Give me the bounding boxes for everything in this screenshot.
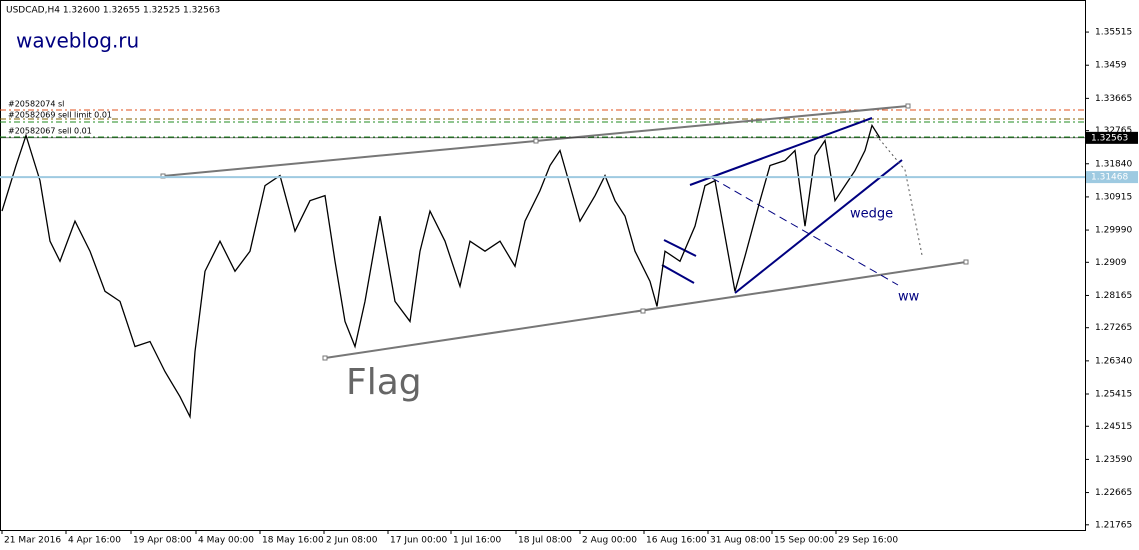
x-tick-label: 2 Jun 08:00 [326, 536, 378, 546]
x-tick-label: 21 Mar 2016 [4, 536, 61, 546]
wedge-label: wedge [850, 207, 893, 222]
y-tick-label: 1.2909 [1095, 258, 1127, 268]
y-tick-label: 1.30915 [1095, 192, 1132, 202]
y-tick-label: 1.35515 [1095, 28, 1132, 38]
price-box-label: 1.32563 [1091, 133, 1128, 143]
wedge-lines [661, 117, 903, 294]
price-line [1, 123, 881, 420]
x-tick-label: 4 Apr 16:00 [68, 536, 121, 546]
ww-line [711, 177, 899, 286]
x-tick-label: 1 Jul 16:00 [453, 536, 502, 546]
y-tick-label: 1.27265 [1095, 323, 1132, 333]
y-tick-label: 1.31840 [1095, 159, 1132, 169]
x-tick-label: 18 May 16:00 [262, 536, 324, 546]
x-tick-label: 16 Aug 16:00 [646, 536, 707, 546]
x-tick-label: 19 Apr 08:00 [133, 536, 192, 546]
y-tick-label: 1.26340 [1095, 356, 1132, 366]
y-tick-label: 1.28165 [1095, 291, 1132, 301]
plot-frame [0, 0, 1086, 531]
x-tick-label: 31 Aug 08:00 [710, 536, 771, 546]
order-label: #20582074 sl [8, 100, 64, 109]
order-label: #20582067 sell 0.01 [8, 127, 92, 136]
y-tick-label: 1.25415 [1095, 390, 1132, 400]
y-tick-label: 1.3459 [1095, 61, 1127, 71]
y-tick-label: 1.33665 [1095, 94, 1132, 104]
chart-title: USDCAD,H4 1.32600 1.32655 1.32525 1.3256… [6, 6, 220, 16]
x-tick-label: 18 Jul 08:00 [518, 536, 572, 546]
watermark: waveblog.ru [16, 29, 139, 53]
x-tick-label: 17 Jun 00:00 [390, 536, 447, 546]
y-tick-label: 1.23590 [1095, 455, 1132, 465]
ww-label: ww [898, 290, 920, 305]
y-tick-label: 1.22665 [1095, 488, 1132, 498]
order-label: #20582069 sell limit 0.01 [8, 111, 112, 120]
price-box-label: 1.31468 [1091, 173, 1128, 183]
x-tick-label: 29 Sep 16:00 [838, 536, 898, 546]
y-tick-label: 1.29990 [1095, 226, 1132, 236]
x-tick-label: 2 Aug 00:00 [582, 536, 637, 546]
x-tick-label: 15 Sep 00:00 [774, 536, 834, 546]
y-tick-label: 1.21765 [1095, 520, 1132, 530]
projection [875, 134, 923, 256]
y-tick-label: 1.24515 [1095, 422, 1132, 432]
x-tick-label: 4 May 00:00 [198, 536, 254, 546]
y-tick-label: 1.32765 [1095, 126, 1132, 136]
flag-label: Flag [346, 362, 422, 403]
price-box [1086, 131, 1138, 144]
flag-lines [160, 103, 969, 361]
price-box [1086, 171, 1138, 184]
